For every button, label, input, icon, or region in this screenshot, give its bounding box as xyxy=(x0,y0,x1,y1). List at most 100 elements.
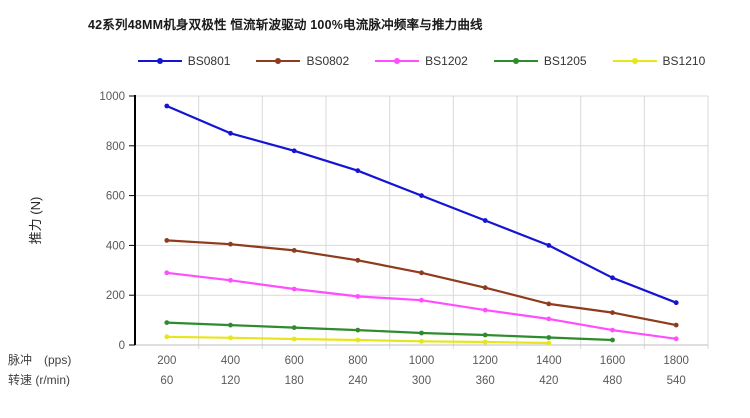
series-BS0802 xyxy=(164,238,679,328)
svg-text:180: 180 xyxy=(285,375,304,387)
series-line-BS1202 xyxy=(165,271,678,340)
data-point-BS1210 xyxy=(546,340,552,346)
legend-item-BS1210: BS1210 xyxy=(612,54,705,68)
legend-label: BS0801 xyxy=(187,54,231,68)
data-point-BS0801 xyxy=(673,300,679,306)
data-point-BS1205 xyxy=(228,322,233,328)
svg-text:400: 400 xyxy=(221,355,240,367)
x-tick-row-2: 60 120 180 240 300 360 420 480 540 转速 (r/min) xyxy=(8,372,686,387)
svg-text:1000: 1000 xyxy=(409,355,435,367)
svg-text:420: 420 xyxy=(539,375,558,387)
svg-text:1200: 1200 xyxy=(472,355,498,367)
legend-marker-line xyxy=(493,57,538,64)
legend-marker-line xyxy=(612,57,657,64)
svg-text:800: 800 xyxy=(106,141,125,153)
data-point-BS0801 xyxy=(291,148,297,154)
data-point-BS1210 xyxy=(164,334,170,340)
legend-marker-dot xyxy=(512,57,519,64)
series-BS1210 xyxy=(164,334,552,346)
data-point-BS0801 xyxy=(419,193,424,199)
series-BS1202 xyxy=(164,270,679,342)
svg-text:800: 800 xyxy=(348,355,367,367)
data-point-BS0802 xyxy=(291,248,297,253)
data-point-BS0801 xyxy=(482,218,488,223)
legend-marker-dot xyxy=(631,57,638,64)
x-row-header-1: 脉冲 (pps) xyxy=(8,352,71,367)
svg-text:480: 480 xyxy=(603,375,622,387)
legend-label: BS0802 xyxy=(306,54,350,68)
data-point-BS0801 xyxy=(355,168,361,174)
svg-text:360: 360 xyxy=(476,375,495,387)
data-point-BS0802 xyxy=(228,241,233,247)
data-point-BS1202 xyxy=(610,327,615,333)
data-point-BS0802 xyxy=(673,322,679,328)
svg-text:600: 600 xyxy=(106,191,125,203)
data-point-BS1202 xyxy=(228,277,233,283)
svg-text:0: 0 xyxy=(119,340,125,352)
legend-item-BS0802: BS0802 xyxy=(256,54,349,68)
legend-item-BS1202: BS1202 xyxy=(375,54,468,68)
svg-text:300: 300 xyxy=(412,375,431,387)
svg-text:600: 600 xyxy=(285,355,304,367)
legend-item-BS0801: BS0801 xyxy=(137,54,231,68)
legend-marker-dot xyxy=(275,57,282,64)
gridlines xyxy=(135,95,709,349)
data-point-BS1205 xyxy=(546,335,552,340)
y-axis-title: 推力 (N) xyxy=(28,197,43,245)
data-point-BS0802 xyxy=(546,301,552,307)
data-point-BS1202 xyxy=(355,294,361,299)
legend-marker-line xyxy=(137,57,182,64)
svg-text:540: 540 xyxy=(667,375,686,387)
legend-marker-dot xyxy=(394,57,401,64)
svg-text:120: 120 xyxy=(221,375,240,387)
legend-marker-dot xyxy=(156,57,163,64)
data-point-BS1210 xyxy=(355,337,361,343)
data-point-BS1210 xyxy=(291,336,297,342)
data-point-BS0802 xyxy=(164,238,170,243)
data-point-BS1202 xyxy=(419,297,424,303)
data-point-BS0801 xyxy=(228,130,233,136)
data-point-BS1205 xyxy=(355,327,361,333)
data-point-BS1202 xyxy=(164,270,170,276)
data-point-BS1202 xyxy=(482,307,488,313)
data-point-BS0801 xyxy=(546,243,552,248)
data-point-BS1202 xyxy=(291,286,297,292)
x-tick-row-1: 200 400 600 800 1000 1200 1400 1600 1800 脉冲 (pps) xyxy=(8,352,689,367)
svg-text:1400: 1400 xyxy=(536,355,562,367)
svg-text:200: 200 xyxy=(157,355,176,367)
legend-item-BS1205: BS1205 xyxy=(493,54,587,68)
data-point-BS1205 xyxy=(610,337,615,343)
data-point-BS1205 xyxy=(291,325,297,330)
data-point-BS1210 xyxy=(482,339,488,345)
data-point-BS0802 xyxy=(355,257,361,263)
y-tick-labels: 0 200 400 600 800 1000 xyxy=(99,91,125,352)
svg-text:1800: 1800 xyxy=(663,355,689,367)
data-point-BS0801 xyxy=(610,275,615,281)
x-row-header-2: 转速 (r/min) xyxy=(8,372,70,387)
series-BS1205 xyxy=(164,320,615,343)
data-point-BS1210 xyxy=(228,335,233,341)
y-axis xyxy=(129,95,136,346)
legend-label: BS1202 xyxy=(425,54,468,68)
data-point-BS0801 xyxy=(164,103,170,109)
data-point-BS0802 xyxy=(610,310,615,315)
series-line-BS1205 xyxy=(165,321,614,342)
data-point-BS1202 xyxy=(673,336,679,342)
data-point-BS0802 xyxy=(482,285,488,291)
data-point-BS1205 xyxy=(164,320,170,325)
data-point-BS1210 xyxy=(419,338,424,344)
data-point-BS1205 xyxy=(482,332,488,338)
legend-marker-line xyxy=(375,57,420,64)
data-point-BS0802 xyxy=(419,270,424,276)
chart-title: 42系列48MM机身双极性 恒流斩波驱动 100%电流脉冲频率与推力曲线 xyxy=(88,18,483,32)
legend-label: BS1205 xyxy=(543,54,587,68)
series-BS0801 xyxy=(164,103,679,306)
chart-legend: BS0801 BS0802 BS1202 BS1205 BS1210 xyxy=(135,52,708,70)
svg-text:60: 60 xyxy=(160,375,173,387)
svg-text:1600: 1600 xyxy=(600,355,626,367)
data-point-BS1202 xyxy=(546,316,552,322)
svg-text:200: 200 xyxy=(106,290,125,302)
legend-marker-line xyxy=(256,57,301,64)
